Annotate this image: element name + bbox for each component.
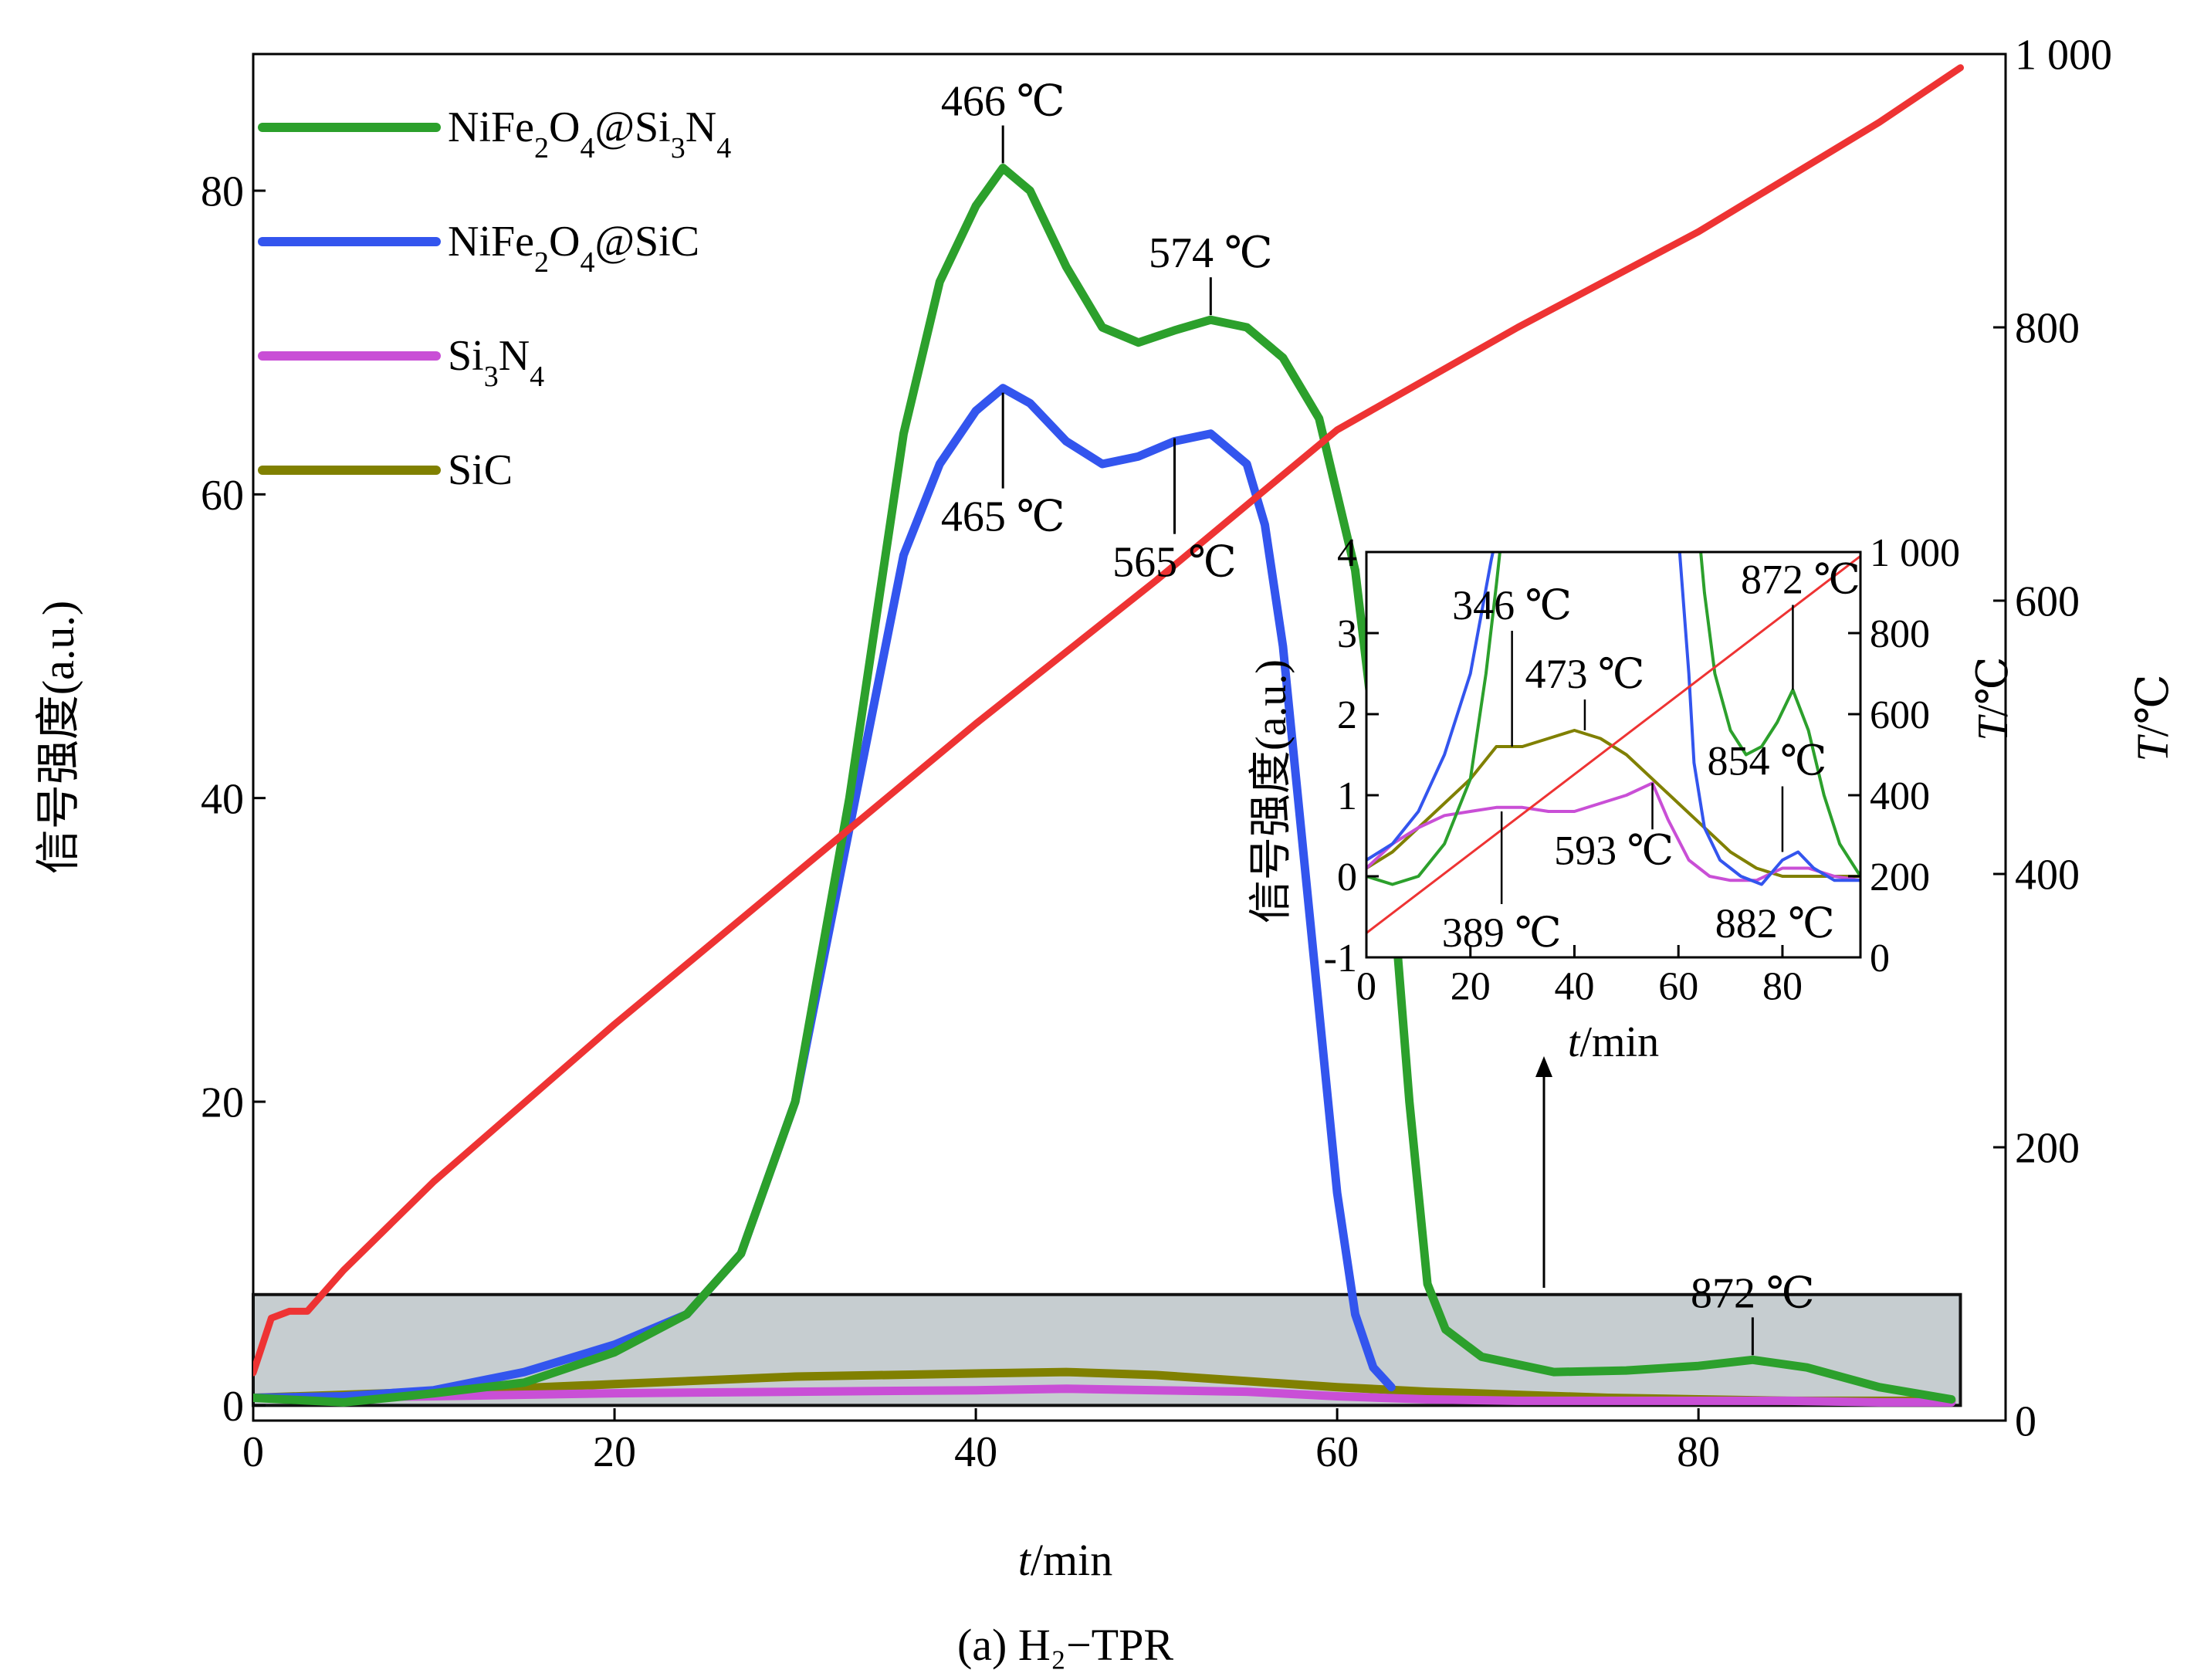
x-tick-label: 40 [954, 1428, 997, 1476]
inset-y2-tick-label: 0 [1870, 937, 1890, 981]
inset-arrow [1535, 1056, 1552, 1288]
x-tick-label: 20 [593, 1428, 636, 1476]
inset-annotation-label: 593 ℃ [1554, 827, 1674, 873]
annotation-label: 574 ℃ [1149, 229, 1273, 277]
inset-y2-tick-label: 1 000 [1870, 531, 1960, 575]
y-axis-label: 信号强度(a.u.) [33, 601, 83, 874]
legend-label-si3n4: Si3N4 [448, 332, 544, 393]
x-tick-label: 60 [1315, 1428, 1359, 1476]
inset-y-tick-label: 2 [1337, 693, 1357, 737]
y-tick-label: 40 [201, 775, 244, 823]
inset-annotation-label: 872 ℃ [1741, 557, 1860, 603]
inset-series-group [1366, 552, 1860, 934]
y-tick-label: 0 [222, 1383, 244, 1431]
inset-x-tick-label: 20 [1451, 965, 1491, 1009]
legend: NiFe2O4@Si3N4 NiFe2O4@SiC Si3N4 SiC [258, 103, 731, 494]
main-annotations: 466 ℃ 574 ℃ 465 ℃ 565 ℃ 872 ℃ [941, 78, 1815, 1356]
inset-plot-frame [1365, 550, 1862, 959]
inset-x-axis-label: t/min [1568, 1018, 1659, 1066]
inset-x-tick-label: 40 [1554, 965, 1594, 1009]
inset-series-line-t [1366, 554, 1860, 934]
y2-tick-label: 600 [2015, 578, 2080, 626]
series-line-nife2o4-si3n4 [253, 164, 1956, 1407]
inset-annotation-label: 473 ℃ [1525, 651, 1644, 697]
inset-y2-tick-label: 600 [1870, 693, 1930, 737]
y2-axis-label: T/℃ [2128, 674, 2178, 761]
inset-y2-tick-label: 200 [1870, 855, 1930, 899]
main-plot-frame [252, 52, 2007, 1422]
x-tick-label: 0 [242, 1428, 264, 1476]
y2-tick-label: 800 [2015, 305, 2080, 353]
series-line-t [253, 64, 1964, 1377]
x-tick-label: 80 [1677, 1428, 1720, 1476]
inset-y2-axis-label: T/℃ [1969, 656, 2017, 740]
inset-x-tick-label: 60 [1658, 965, 1698, 1009]
inset-y-tick-label: 4 [1337, 531, 1357, 575]
x-axis-label: t/min [1018, 1535, 1112, 1585]
annotation-label: 565 ℃ [1112, 539, 1237, 587]
inset-annotation-label: 854 ℃ [1707, 738, 1826, 784]
main-series-group [253, 64, 1964, 1407]
y2-tick-label: 1 000 [2015, 32, 2112, 80]
legend-label-nife2o4-si3n4: NiFe2O4@Si3N4 [448, 103, 731, 164]
inset-y2-tick-label: 400 [1870, 774, 1930, 818]
inset-y-axis-label: 信号强度(a.u.) [1248, 659, 1295, 923]
inset-series-line-nife2o4-sic [1366, 552, 1860, 886]
figure-caption: (a) H₂−TPR [957, 1620, 1173, 1670]
legend-label-nife2o4-sic: NiFe2O4@SiC [448, 218, 699, 279]
inset-annotation-label: 346 ℃ [1452, 582, 1572, 628]
inset-annotations: 346 ℃ 473 ℃ 389 ℃ 593 ℃ 872 ℃ 854 ℃ 882 ℃ [1442, 557, 1860, 957]
y-tick-label: 20 [201, 1079, 244, 1127]
inset-y-tick-label: 3 [1337, 612, 1357, 656]
inset-y-tick-label: -1 [1324, 937, 1357, 981]
inset-y2-tick-label: 800 [1870, 612, 1930, 656]
inset-x-tick-label: 0 [1356, 965, 1376, 1009]
inset-y-tick-label: 0 [1337, 855, 1357, 899]
inset-annotation-label: 389 ℃ [1442, 909, 1562, 956]
y2-tick-label: 400 [2015, 852, 2080, 899]
inset-annotation-label: 882 ℃ [1715, 900, 1835, 947]
legend-label-sic: SiC [448, 446, 513, 494]
annotation-label: 872 ℃ [1691, 1269, 1815, 1317]
inset-series-line-sic [1366, 729, 1860, 878]
y-tick-label: 60 [201, 472, 244, 520]
y2-tick-label: 200 [2015, 1125, 2080, 1173]
annotation-label: 465 ℃ [941, 493, 1065, 541]
y2-tick-label: 0 [2015, 1398, 2036, 1446]
inset-series-line-nife2o4-si3n4 [1366, 552, 1860, 886]
annotation-label: 466 ℃ [941, 78, 1065, 126]
inset-y-tick-label: 1 [1337, 774, 1357, 818]
series-line-si3n4 [253, 1384, 1956, 1407]
y-tick-label: 80 [201, 168, 244, 216]
inset-x-tick-label: 80 [1762, 965, 1803, 1009]
